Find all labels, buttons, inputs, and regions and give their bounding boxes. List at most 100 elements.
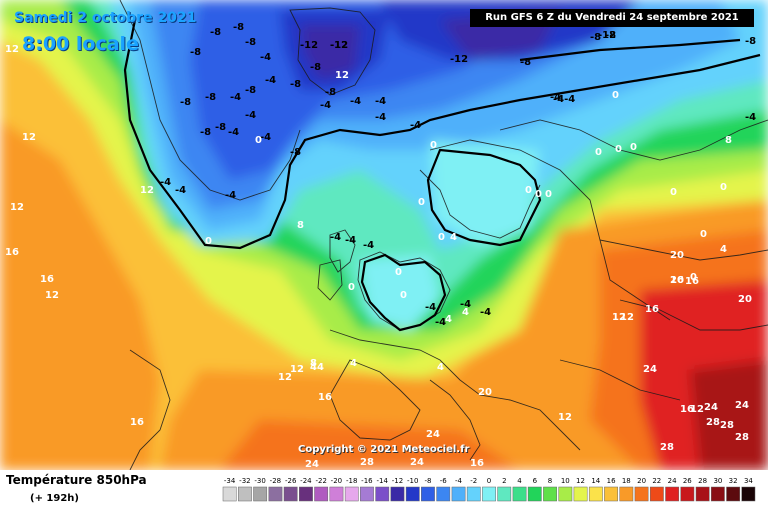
isotherm-label: 28 [720,420,734,431]
scale-swatch [527,486,542,502]
scale-swatch [512,486,527,502]
color-scale: -34 -32 -30 -28 -26 -24 -22 -20 -18 -16 -14 -12 -10-… [222,477,756,502]
temperature-field [0,0,768,470]
legend-title: Température 850hPa [6,473,147,487]
isotherm-label: -4 [375,96,386,107]
isotherm-label: 24 [704,402,718,413]
scale-swatch [695,486,710,502]
scale-swatch [405,486,420,502]
scale-swatch [604,486,618,502]
scale-tick-label: 20 [637,477,646,485]
isotherm-label: 24 [426,429,440,440]
isotherm-label: 16 [685,276,699,287]
isotherm-label: 0 [438,232,445,243]
scale-swatch [375,486,390,502]
isotherm-label: -4 [480,307,491,318]
legend-subtitle: (+ 192h) [30,493,79,504]
isotherm-label: 0 [720,182,727,193]
scale-tick-label: -34 [224,477,236,485]
isotherm-label: 12 [5,44,19,55]
copyright-notice: Copyright © 2021 Meteociel.fr [298,444,470,455]
isotherm-label: -8 [215,122,226,133]
isotherm-label: 4 [445,314,452,325]
isotherm-label: 12 [690,404,704,415]
isotherm-label: 24 [735,400,749,411]
scale-tick-label: -24 [300,477,312,485]
isotherm-label: 0 [545,189,552,200]
scale-swatch [222,486,237,502]
isotherm-label: -4 [435,317,446,328]
isotherm-label: 12 [335,70,349,81]
temperature-map: -12-8 -8-8-8 -4-4-8-4-8-8-12-8-8-8-8-12-8-… [0,0,768,470]
isotherm-label: 0 [630,142,637,153]
isotherm-label: -12 [450,54,468,65]
scale-tick-label: 8 [548,477,552,485]
isotherm-label: 16 [680,404,694,415]
scale-tick-label: -28 [270,477,281,485]
isotherm-label: 24 [643,364,657,375]
scale-tick-label: -16 [361,477,373,485]
isotherm-label: -8 [290,147,301,158]
scale-tick-label: -18 [346,477,357,485]
isotherm-label: 12 [620,312,634,323]
scale-swatch [558,486,573,502]
scale-swatch [238,486,252,502]
isotherm-label: -4 [375,112,386,123]
scale-swatch [436,486,451,502]
scale-tick-label: 28 [698,477,707,485]
isotherm-label: 20 [478,387,492,398]
isotherm-label: 12 [10,202,24,213]
scale-swatch [680,486,695,502]
isotherm-label: -8 [205,92,216,103]
scale-tick-label: -4 [455,477,463,485]
scale-tick-label: 16 [607,477,616,485]
scale-swatch [543,486,557,502]
legend-footer: Température 850hPa (+ 192h) -34 -32 -30 -28… [0,470,768,512]
scale-tick-label: -20 [331,477,342,485]
isotherm-label: 16 [40,274,54,285]
isotherm-label: 24 [410,457,424,468]
isotherm-label: 12 [612,312,626,323]
isotherm-label: -4 [230,92,241,103]
isotherm-label: 8 [297,220,304,231]
isotherm-label: 0 [205,236,212,247]
isotherm-label: -12 [330,40,348,51]
isotherm-label: 0 [595,147,602,158]
isotherm-label: 20 [670,250,684,261]
isotherm-label: -8 [325,87,336,98]
isotherm-label: -4-4 [553,94,575,105]
isotherm-labels: -12-8 -8-8-8 -4-4-8-4-8-8-12-8-8-8-8-12-8-… [5,22,756,470]
scale-swatch [497,486,512,502]
isotherm-label: 0 [690,272,697,283]
scale-tick-label: -30 [254,477,265,485]
isotherm-label: -12 [330,40,348,51]
scale-tick-label: -2 [470,477,477,485]
scale-swatch [283,486,298,502]
scale-tick-label: -14 [376,477,388,485]
scale-tick-label: -10 [407,477,418,485]
scale-swatch [390,486,405,502]
isotherm-label: -8 [180,97,191,108]
isotherm-label: -4 [410,120,421,131]
scale-swatch [741,486,756,502]
isotherm-label: -8 [245,37,256,48]
scale-tick-label: -8 [425,477,432,485]
isotherm-label: 8 [310,358,317,369]
scale-tick-label: 4 [517,477,522,485]
isotherm-label: -4 [260,132,271,143]
run-banner: Run GFS 6 Z du Vendredi 24 septembre 202… [470,9,754,27]
isotherm-label: -4 [363,240,374,251]
scale-tick-label: 34 [744,477,753,485]
isotherm-label: -8 [200,127,211,138]
isotherm-label: 4 [350,358,357,369]
isotherm-label: 0 [525,185,532,196]
scale-tick-label: -12 [392,477,403,485]
isotherm-label: -4 [228,127,239,138]
scale-swatch [573,486,588,502]
isotherm-label: 0 [430,140,437,151]
scale-tick-label: -6 [440,477,448,485]
isotherm-label: 28 [735,432,749,443]
isotherm-label: -8 [605,30,616,41]
isotherm-label: 16 [5,247,19,258]
